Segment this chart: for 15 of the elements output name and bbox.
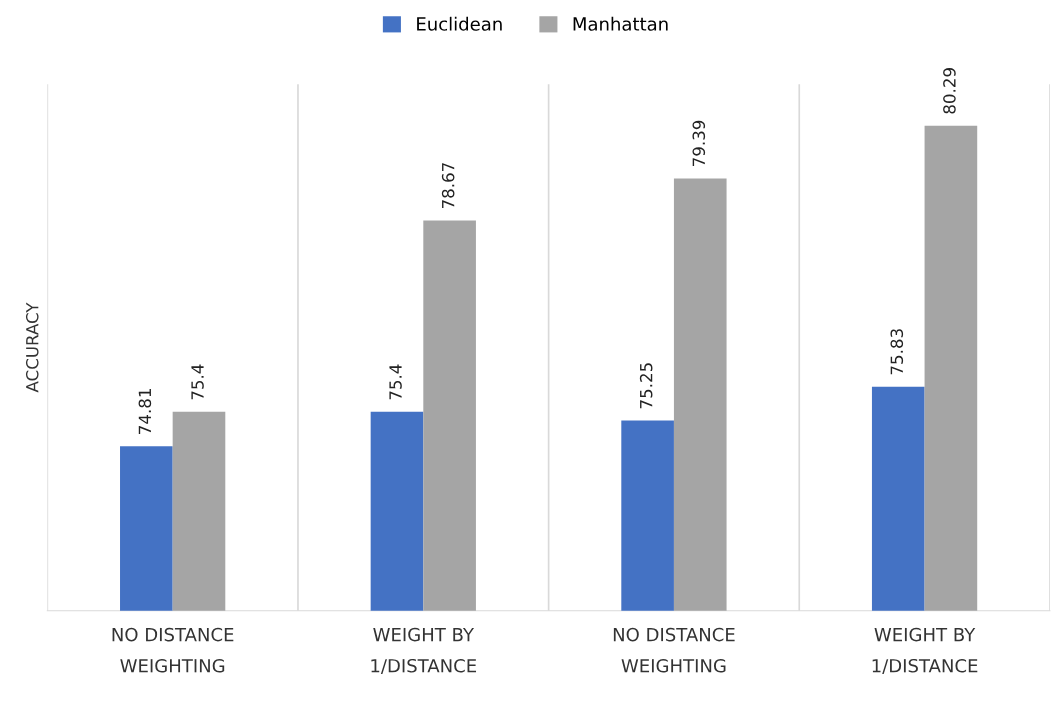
- x-tick-label: WEIGHT BY 1/DISTANCE: [872, 627, 978, 674]
- x-tick-label: NO DISTANCE WEIGHTING: [613, 627, 735, 673]
- x-tick-label: NO DISTANCE WEIGHTING: [112, 627, 234, 673]
- data-label: 80.29: [943, 68, 956, 114]
- legend-label: Euclidean: [417, 16, 502, 31]
- data-label: 79.39: [692, 120, 706, 166]
- y-axis-title: ACCURACY: [25, 302, 39, 393]
- data-label: 78.67: [441, 163, 455, 209]
- data-label: 75.4: [191, 364, 204, 400]
- data-label: 75.83: [890, 329, 904, 375]
- data-label: 75.25: [639, 363, 653, 409]
- legend-label: Manhattan: [573, 16, 668, 31]
- data-label: 74.81: [138, 389, 152, 434]
- data-label: 75.4: [389, 364, 402, 400]
- x-tick-label: WEIGHT BY 1/DISTANCE: [371, 627, 477, 674]
